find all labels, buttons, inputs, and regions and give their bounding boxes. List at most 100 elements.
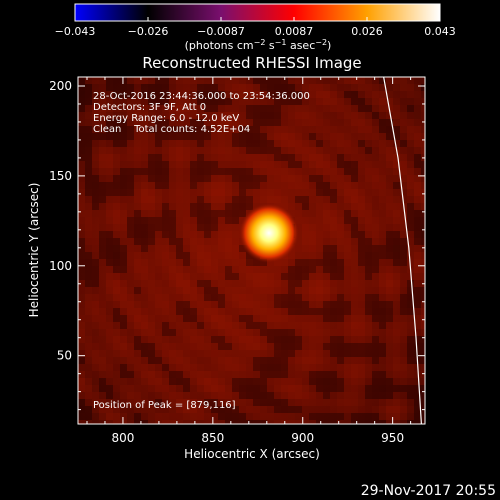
heatmap-cell [169, 357, 176, 364]
heatmap-cell [421, 245, 425, 252]
heatmap-cell [421, 392, 425, 399]
heatmap-cell [232, 280, 239, 287]
heatmap-cell [414, 217, 421, 224]
heatmap-cell [183, 203, 190, 210]
heatmap-cell [309, 105, 316, 112]
heatmap-cell [162, 399, 169, 406]
heatmap-cell [295, 322, 302, 329]
heatmap-cell [386, 336, 393, 343]
heatmap-cell [372, 133, 379, 140]
heatmap-cell [204, 238, 211, 245]
heatmap-cell [302, 210, 309, 217]
heatmap-cell [197, 231, 204, 238]
heatmap-cell [183, 350, 190, 357]
heatmap-cell [183, 154, 190, 161]
heatmap-cell [239, 84, 246, 91]
heatmap-cell [330, 406, 337, 413]
heatmap-cell [78, 273, 85, 280]
heatmap-cell [260, 119, 267, 126]
heatmap-cell [344, 336, 351, 343]
heatmap-cell [400, 238, 407, 245]
heatmap-cell [351, 273, 358, 280]
heatmap-cell [414, 196, 421, 203]
heatmap-cell [386, 357, 393, 364]
heatmap-cell [127, 350, 134, 357]
heatmap-cell [386, 308, 393, 315]
heatmap-cell [309, 413, 316, 420]
heatmap-cell [260, 392, 267, 399]
heatmap-cell [295, 84, 302, 91]
heatmap-cell [309, 329, 316, 336]
heatmap-cell [386, 224, 393, 231]
heatmap-cell [197, 140, 204, 147]
heatmap-cell [330, 336, 337, 343]
heatmap-cell [225, 378, 232, 385]
heatmap-cell [190, 385, 197, 392]
heatmap-cell [211, 161, 218, 168]
heatmap-cell [197, 196, 204, 203]
heatmap-cell [141, 84, 148, 91]
heatmap-cell [218, 336, 225, 343]
heatmap-cell [169, 392, 176, 399]
heatmap-cell [99, 84, 106, 91]
heatmap-cell [225, 357, 232, 364]
heatmap-cell [246, 413, 253, 420]
heatmap-cell [253, 98, 260, 105]
heatmap-cell [155, 112, 162, 119]
heatmap-cell [414, 203, 421, 210]
heatmap-cell [127, 280, 134, 287]
heatmap-cell [162, 308, 169, 315]
heatmap-cell [344, 217, 351, 224]
heatmap-cell [274, 294, 281, 301]
heatmap-cell [414, 182, 421, 189]
heatmap-cell [155, 371, 162, 378]
heatmap-cell [309, 91, 316, 98]
heatmap-cell [183, 126, 190, 133]
heatmap-cell [302, 406, 309, 413]
heatmap-cell [225, 406, 232, 413]
heatmap-cell [204, 266, 211, 273]
heatmap-cell [372, 231, 379, 238]
heatmap-cell [421, 294, 425, 301]
heatmap-cell [99, 301, 106, 308]
heatmap-cell [134, 350, 141, 357]
heatmap-cell [239, 196, 246, 203]
heatmap-cell [176, 119, 183, 126]
heatmap-cell [204, 350, 211, 357]
heatmap-cell [197, 168, 204, 175]
heatmap-cell [309, 392, 316, 399]
heatmap-cell [267, 189, 274, 196]
heatmap-cell [246, 161, 253, 168]
heatmap-cell [190, 238, 197, 245]
heatmap-cell [169, 147, 176, 154]
heatmap-cell [225, 329, 232, 336]
heatmap-cell [190, 413, 197, 420]
heatmap-cell [379, 98, 386, 105]
heatmap-cell [85, 119, 92, 126]
heatmap-cell [85, 175, 92, 182]
heatmap-cell [260, 98, 267, 105]
heatmap-cell [162, 252, 169, 259]
heatmap-cell [246, 406, 253, 413]
heatmap-cell [302, 140, 309, 147]
heatmap-cell [379, 175, 386, 182]
heatmap-cell [344, 105, 351, 112]
heatmap-cell [246, 329, 253, 336]
heatmap-cell [120, 119, 127, 126]
heatmap-cell [337, 196, 344, 203]
heatmap-cell [323, 126, 330, 133]
heatmap-cell [120, 147, 127, 154]
heatmap-cell [407, 91, 414, 98]
heatmap-cell [288, 280, 295, 287]
heatmap-cell [106, 91, 113, 98]
heatmap-cell [295, 266, 302, 273]
heatmap-cell [162, 133, 169, 140]
heatmap-cell [113, 420, 120, 424]
heatmap-cell [134, 105, 141, 112]
heatmap-cell [197, 371, 204, 378]
heatmap-cell [274, 112, 281, 119]
heatmap-cell [120, 399, 127, 406]
heatmap-cell [106, 217, 113, 224]
heatmap-cell [246, 273, 253, 280]
heatmap-cell [127, 336, 134, 343]
